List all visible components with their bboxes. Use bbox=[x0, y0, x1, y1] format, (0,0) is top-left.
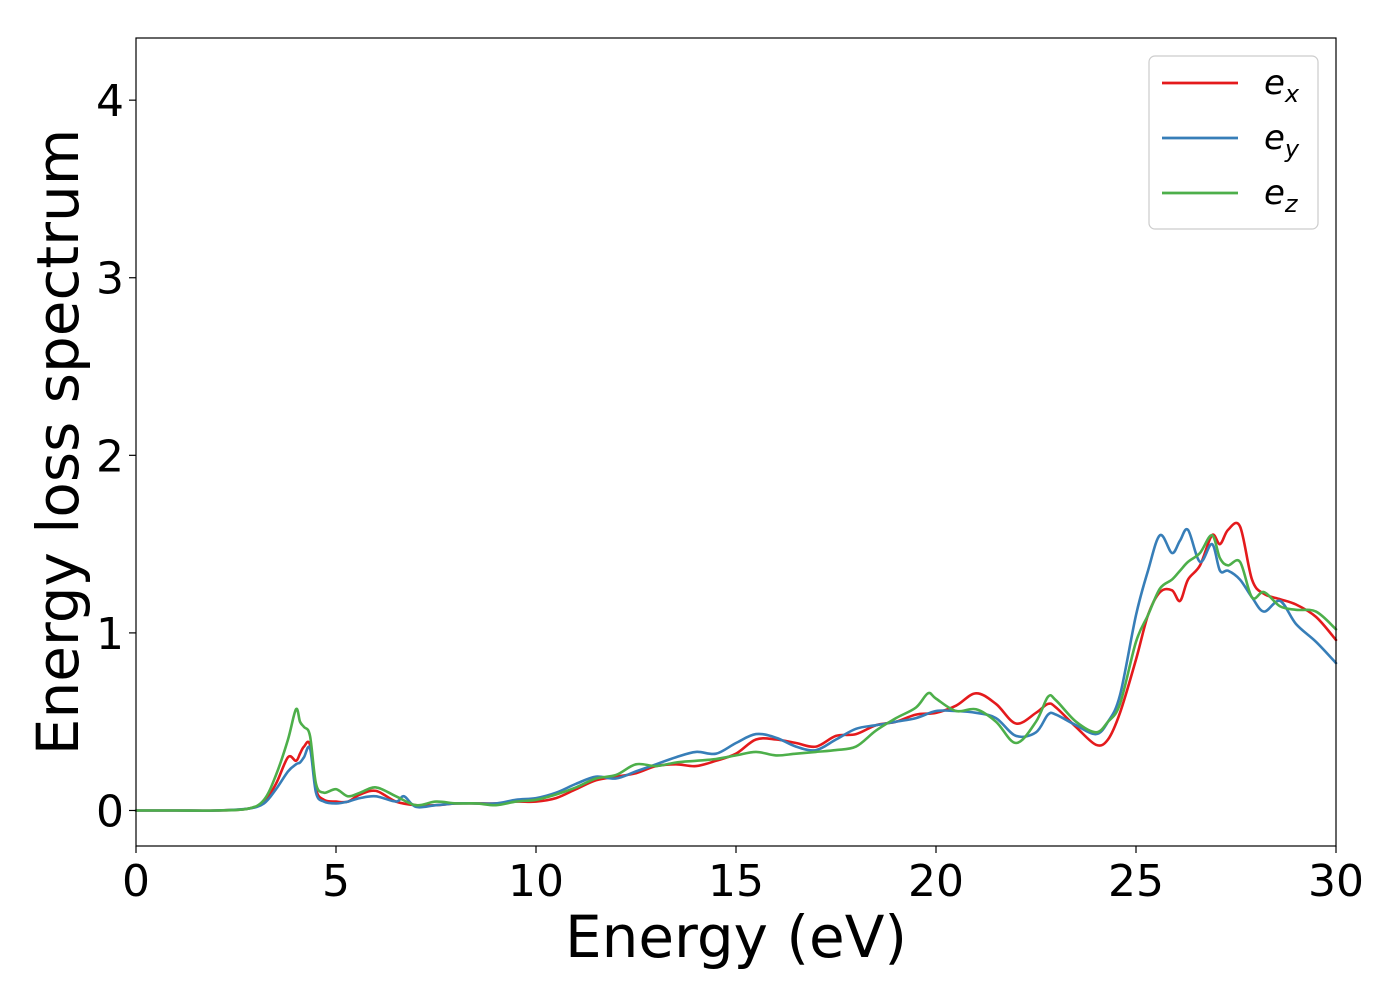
y-tick-label: 0 bbox=[96, 786, 124, 837]
x-tick-label: 30 bbox=[1308, 856, 1364, 907]
x-axis-label: Energy (eV) bbox=[565, 903, 907, 971]
x-axis: 0 5 10 15 20 25 30 bbox=[122, 846, 1364, 907]
legend: ex ey ez bbox=[1148, 55, 1319, 230]
legend-box bbox=[1148, 55, 1319, 230]
x-tick-label: 20 bbox=[908, 856, 964, 907]
y-axis-label: Energy loss spectrum bbox=[24, 129, 92, 755]
legend-label-y: ey bbox=[1264, 118, 1300, 163]
y-tick-label: 1 bbox=[96, 609, 124, 660]
legend-label-z: ez bbox=[1264, 173, 1299, 218]
series-line-z bbox=[134, 533, 1338, 812]
x-tick-label: 0 bbox=[122, 856, 150, 907]
legend-label-x: ex bbox=[1264, 63, 1300, 108]
x-tick-label: 10 bbox=[508, 856, 564, 907]
x-tick-label: 5 bbox=[322, 856, 350, 907]
y-tick-label: 2 bbox=[96, 431, 124, 482]
y-tick-label: 3 bbox=[96, 254, 124, 305]
x-tick-label: 15 bbox=[708, 856, 764, 907]
y-tick-label: 4 bbox=[96, 76, 124, 127]
series-layer bbox=[134, 521, 1338, 812]
series-line-y bbox=[134, 527, 1338, 812]
y-axis: 0 1 2 3 4 bbox=[96, 76, 136, 837]
x-tick-label: 25 bbox=[1108, 856, 1164, 907]
series-line-x bbox=[134, 521, 1338, 812]
